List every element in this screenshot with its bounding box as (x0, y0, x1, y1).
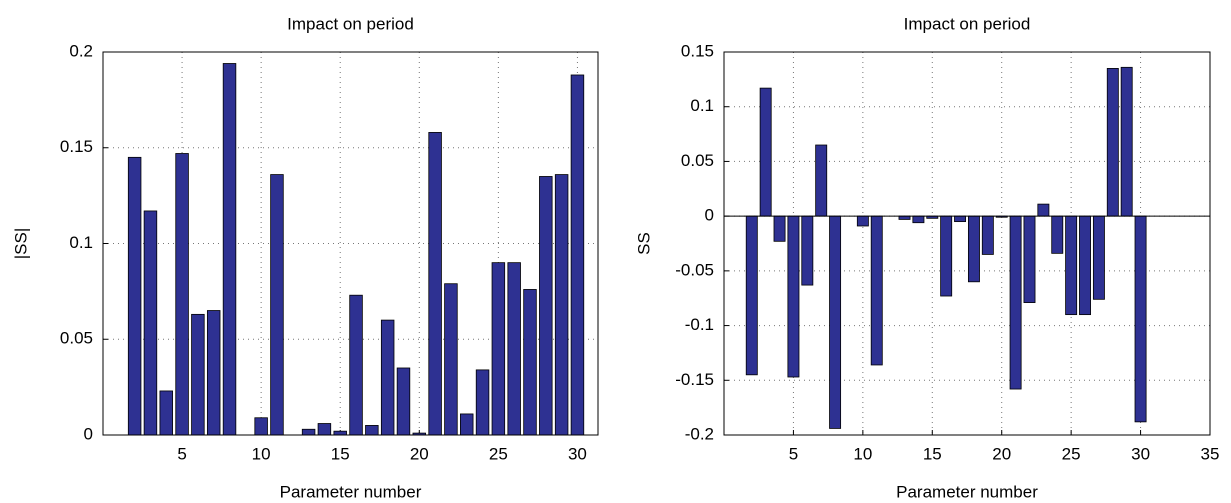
y-tick-label: -0.15 (675, 370, 714, 389)
bar (460, 413, 474, 436)
bar (1037, 203, 1050, 217)
bar (254, 417, 268, 436)
y-tick-label: -0.1 (685, 315, 714, 334)
bar (815, 144, 828, 217)
bar (954, 215, 967, 223)
y-tick-label: -0.2 (685, 424, 714, 443)
bar (523, 289, 537, 436)
x-tick-label: 25 (1062, 444, 1081, 463)
bar (829, 215, 842, 429)
bar (967, 215, 980, 283)
bar (270, 174, 284, 436)
bar (380, 319, 395, 436)
x-tick-label: 5 (177, 444, 186, 463)
bar (554, 174, 569, 436)
chart-title: Impact on period (904, 14, 1031, 33)
bar (1065, 215, 1078, 316)
bar (1079, 215, 1091, 316)
bar (175, 153, 189, 436)
y-tick-label: 0.15 (60, 137, 93, 156)
bar (1009, 215, 1022, 390)
bar (428, 132, 442, 436)
y-tick-label: 0.15 (681, 41, 714, 60)
x-tick-label: 30 (1131, 444, 1150, 463)
x-tick-label: 15 (331, 444, 350, 463)
x-axis-label: Parameter number (896, 482, 1038, 501)
bar (570, 74, 585, 436)
bar (870, 215, 883, 366)
bar (773, 215, 786, 242)
y-tick-label: 0.1 (69, 233, 93, 252)
bar (759, 87, 772, 217)
bar (396, 367, 411, 436)
y-tick-label: -0.05 (675, 260, 714, 279)
chart-title: Impact on period (287, 14, 414, 33)
y-tick-label: 0 (705, 206, 714, 225)
bar (159, 390, 173, 436)
x-tick-label: 10 (252, 444, 271, 463)
bar (222, 63, 237, 436)
bar (365, 425, 379, 436)
x-tick-label: 25 (489, 444, 508, 463)
bar (539, 176, 553, 436)
y-axis-label: |SS| (11, 228, 30, 260)
bar (206, 310, 221, 436)
y-axis-label: SS (634, 232, 653, 255)
bar (349, 294, 363, 436)
bar (444, 283, 458, 436)
plot-frame (723, 51, 1211, 436)
bar (940, 215, 953, 297)
bar (745, 215, 758, 376)
x-tick-label: 20 (410, 444, 429, 463)
x-tick-label: 30 (568, 444, 587, 463)
bar (801, 215, 814, 286)
bar (1092, 215, 1105, 300)
y-tick-label: 0.2 (69, 41, 93, 60)
bar (301, 428, 316, 436)
x-axis-label: Parameter number (280, 482, 422, 501)
bar (1106, 68, 1119, 217)
bar (787, 215, 800, 378)
y-tick-label: 0.05 (681, 151, 714, 170)
bar (333, 430, 347, 436)
bar (143, 210, 158, 436)
plot-frame (102, 51, 599, 436)
bar (127, 156, 142, 436)
bar (317, 423, 332, 436)
bar (981, 215, 994, 255)
bar (856, 215, 869, 227)
bar (191, 313, 205, 436)
x-tick-label: 35 (1201, 444, 1220, 463)
y-tick-label: 0 (84, 424, 93, 443)
x-tick-label: 15 (923, 444, 942, 463)
bar (1023, 215, 1036, 303)
bar (491, 262, 506, 436)
y-tick-label: 0.1 (690, 96, 714, 115)
bar (1120, 66, 1133, 217)
bar (507, 262, 521, 436)
x-tick-label: 20 (992, 444, 1011, 463)
bar (912, 215, 925, 224)
bar (475, 369, 490, 436)
bar (1051, 215, 1064, 254)
x-tick-label: 5 (789, 444, 798, 463)
x-tick-label: 10 (853, 444, 872, 463)
y-tick-label: 0.05 (60, 329, 93, 348)
bar (1134, 215, 1147, 423)
